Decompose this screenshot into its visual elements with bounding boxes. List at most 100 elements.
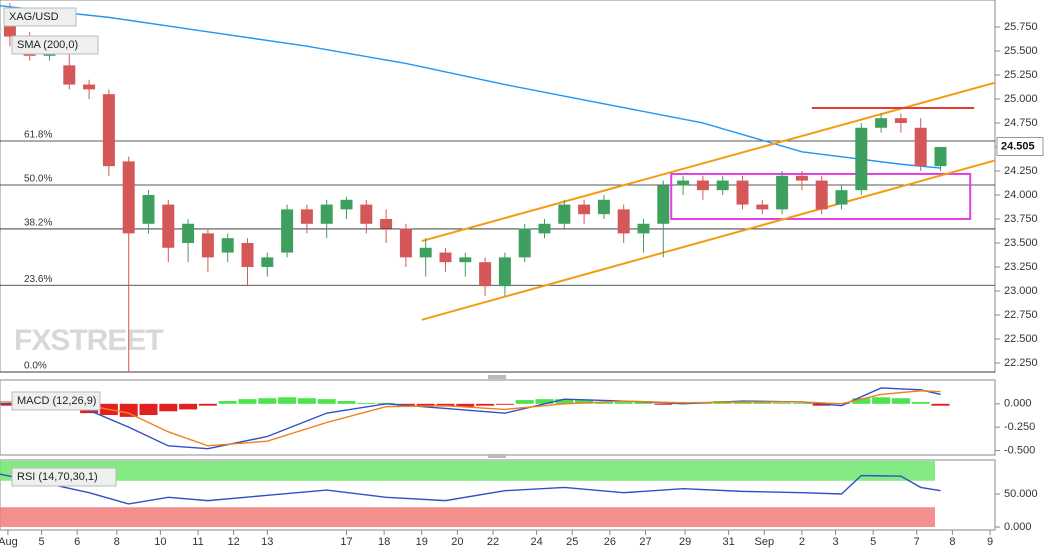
- y-tick-label: 25.500: [1004, 45, 1038, 57]
- rsi-band: [0, 460, 935, 481]
- macd-bar: [634, 401, 653, 404]
- macd-bar: [159, 403, 178, 412]
- candle-body: [63, 65, 76, 85]
- x-tick-label: 29: [679, 536, 691, 548]
- x-tick-label: 31: [723, 536, 735, 548]
- macd-bar: [535, 399, 554, 404]
- candle-body: [182, 223, 195, 243]
- macd-bar: [198, 403, 217, 406]
- macd-bar: [872, 397, 891, 404]
- candle-body: [558, 204, 571, 224]
- macd-bar: [733, 401, 752, 404]
- macd-bar: [317, 399, 336, 404]
- y-tick-label: 22.500: [1004, 333, 1038, 345]
- candle-body: [696, 180, 709, 191]
- y-tick-label: 24.000: [1004, 189, 1038, 201]
- candle-body: [142, 194, 155, 224]
- candle-body: [122, 161, 135, 234]
- x-tick-label: 20: [451, 536, 463, 548]
- macd-bar: [139, 403, 158, 416]
- y-tick-label: 0.000: [1004, 521, 1032, 533]
- macd-line: [0, 387, 941, 450]
- candle-body: [597, 199, 610, 215]
- last-price-box: [996, 136, 1044, 156]
- legend-label-box: [11, 35, 99, 55]
- candle-body: [617, 209, 630, 234]
- candle-body: [102, 94, 115, 167]
- candle-body: [399, 228, 412, 258]
- y-tick-label: 24.250: [1004, 165, 1038, 177]
- x-tick-label: 3: [832, 536, 838, 548]
- macd-bar: [891, 398, 910, 404]
- y-tick-label: -0.250: [1004, 421, 1035, 433]
- candle-body: [795, 175, 808, 181]
- candle-body: [459, 257, 472, 263]
- macd-bar: [179, 403, 198, 410]
- x-tick-label: 19: [416, 536, 428, 548]
- macd-bar: [931, 403, 950, 406]
- candle-body: [894, 118, 907, 123]
- macd-bar: [238, 399, 257, 404]
- x-tick-label: 11: [192, 536, 203, 548]
- x-tick-label: 17: [340, 536, 352, 548]
- fib-label: 23.6%: [24, 274, 52, 285]
- y-tick-label: 0.000: [1004, 398, 1032, 410]
- y-tick-label: 23.750: [1004, 213, 1038, 225]
- y-tick-label: 25.750: [1004, 21, 1038, 33]
- candle-body: [716, 180, 729, 191]
- macd-bar: [515, 400, 534, 404]
- divider-handle[interactable]: [488, 375, 506, 458]
- y-tick-label: 23.250: [1004, 261, 1038, 273]
- macd-panel: [0, 379, 996, 456]
- macd-line: [0, 390, 941, 447]
- last-price-label: 24.505: [1001, 140, 1035, 152]
- x-tick-label: Aug: [0, 536, 18, 548]
- candle-body: [340, 199, 353, 210]
- candle-body: [162, 204, 175, 248]
- macd-bar: [258, 398, 277, 404]
- candle-body: [320, 204, 333, 224]
- x-tick-label: 6: [74, 536, 80, 548]
- macd-bar: [812, 403, 831, 406]
- panel-title: MACD (12,26,9): [17, 395, 96, 407]
- x-tick-label: 26: [604, 536, 616, 548]
- candle-body: [914, 127, 927, 167]
- macd-bar: [575, 400, 594, 404]
- fib-label: 0.0%: [24, 361, 47, 372]
- panel-title-box: [11, 391, 101, 411]
- macd-bar: [119, 403, 138, 417]
- y-tick-label: 50.000: [1004, 488, 1038, 500]
- x-tick-label: 24: [530, 536, 542, 548]
- watermark: FXSTREET: [14, 324, 163, 357]
- zone: [670, 172, 972, 220]
- macd-bar: [476, 403, 495, 406]
- x-tick-label: 27: [639, 536, 651, 548]
- fib-label: 38.2%: [24, 218, 52, 229]
- x-tick-label: 12: [228, 536, 240, 548]
- x-tick-label: 2: [799, 536, 805, 548]
- y-tick-label: 22.250: [1004, 357, 1038, 369]
- x-tick-label: 8: [114, 536, 120, 548]
- candle-body: [934, 146, 947, 167]
- y-tick-label: -0.500: [1004, 444, 1035, 456]
- y-tick-label: 22.750: [1004, 309, 1038, 321]
- candle-body: [815, 180, 828, 210]
- candle-body: [578, 204, 591, 215]
- candle-body: [657, 185, 670, 224]
- chart-title: XAG/USD: [9, 11, 59, 23]
- candle-body: [300, 209, 313, 224]
- chart-title-box: [3, 7, 77, 27]
- x-tick-label: 22: [487, 536, 499, 548]
- candle-body: [518, 228, 531, 258]
- trendline: [421, 159, 996, 321]
- sma-line: [0, 5, 941, 169]
- candle-body: [360, 204, 373, 224]
- candle-body: [776, 175, 789, 210]
- fib-label: 61.8%: [24, 130, 52, 141]
- y-tick-label: 23.000: [1004, 285, 1038, 297]
- candle-body: [498, 257, 511, 287]
- panel-title-box: [11, 467, 117, 487]
- macd-bar: [614, 401, 633, 404]
- candle-body: [261, 257, 274, 267]
- x-tick-label: 10: [154, 536, 166, 548]
